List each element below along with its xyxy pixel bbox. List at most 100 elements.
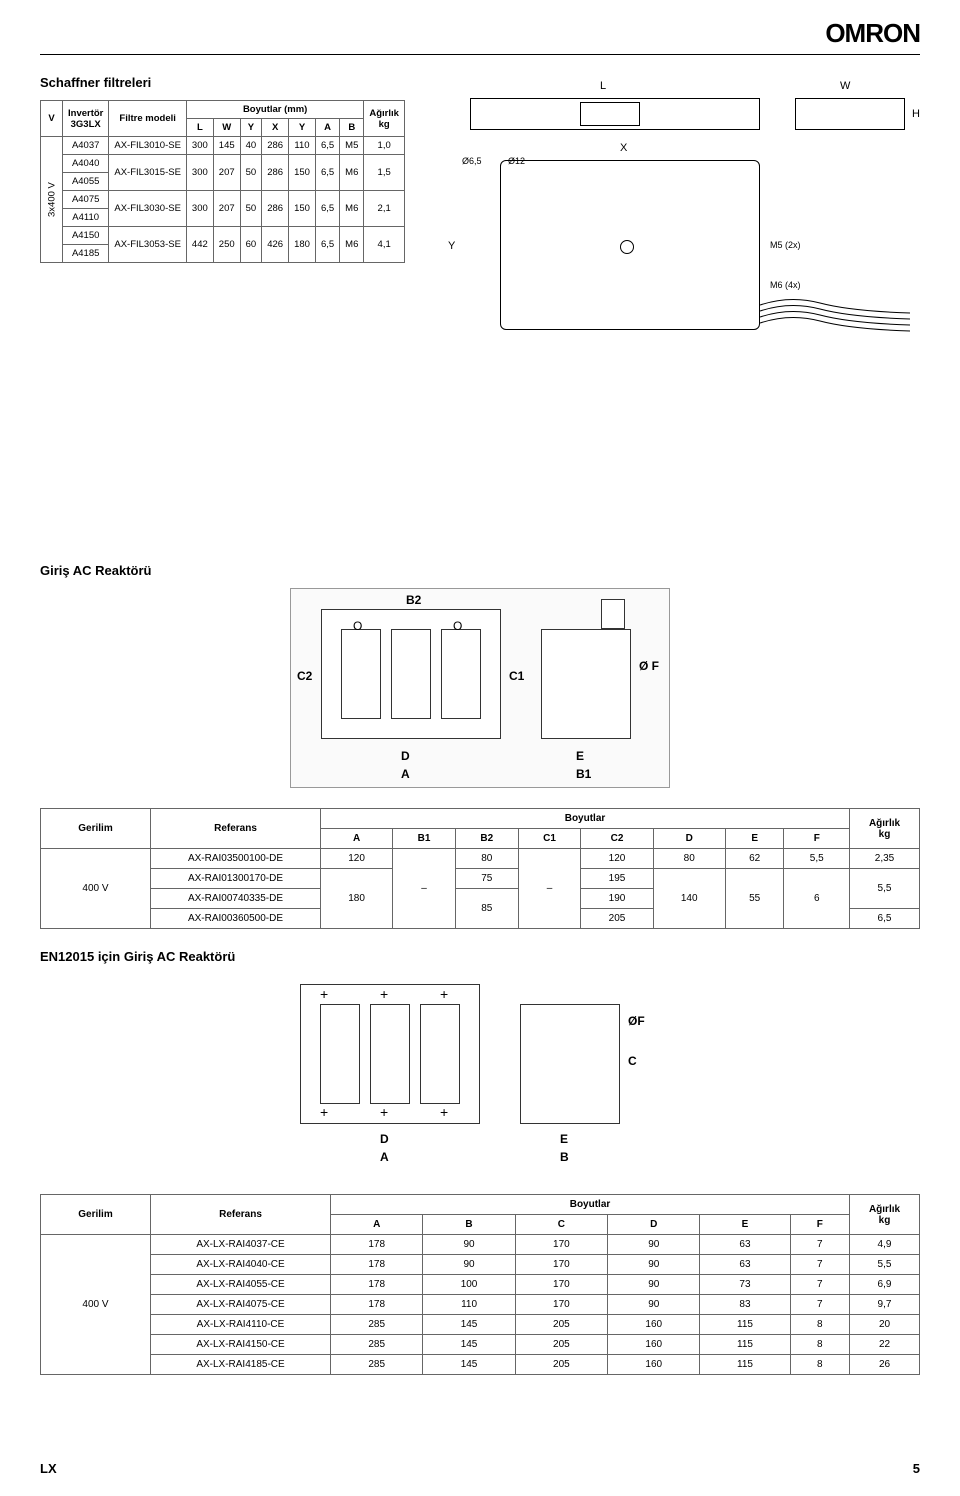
cell: 6,5 [315, 227, 339, 263]
cell: 180 [289, 227, 316, 263]
cell: M6 [340, 191, 364, 227]
th-agirlik2: Ağırlık kg [850, 809, 920, 849]
th: E [725, 829, 784, 849]
th-agirlik: Ağırlık kg [364, 101, 405, 137]
cell: 7 [790, 1235, 849, 1255]
th-agirlik3: Ağırlık kg [850, 1195, 920, 1235]
volt-label2: 400 V [41, 849, 151, 929]
th-Y1: Y [240, 119, 262, 137]
cell: 9,7 [850, 1295, 920, 1315]
cell: AX-LX-RAI4110-CE [151, 1315, 331, 1335]
cell: 145 [213, 137, 240, 155]
th-X: X [262, 119, 289, 137]
cell: 207 [213, 191, 240, 227]
cell: 5,5 [850, 1255, 920, 1275]
cell: 286 [262, 137, 289, 155]
cell: 170 [515, 1295, 607, 1315]
table-row: 400 VAX-LX-RAI4037-CE17890170906374,9 [41, 1235, 920, 1255]
cell: AX-RAI03500100-DE [151, 849, 321, 869]
cell: 180 [321, 869, 393, 929]
cell: AX-LX-RAI4185-CE [151, 1355, 331, 1375]
cell: 8 [790, 1315, 849, 1335]
cell: A4075 [63, 191, 109, 209]
cell: AX-RAI00740335-DE [151, 889, 321, 909]
cell: 100 [423, 1275, 515, 1295]
cell: 90 [608, 1255, 700, 1275]
th-referans: Referans [151, 809, 321, 849]
cell: 7 [790, 1255, 849, 1275]
table-row: AX-RAI01300170-DE 180 75 195 140 55 6 5,… [41, 869, 920, 889]
cell: 1,5 [364, 155, 405, 191]
cell: 4,1 [364, 227, 405, 263]
cell: AX-FIL3030-SE [109, 191, 187, 227]
cell: 90 [608, 1235, 700, 1255]
cell: 150 [289, 191, 316, 227]
cell: 160 [608, 1315, 700, 1335]
brand-logo: OMRON [825, 18, 920, 49]
cell: AX-LX-RAI4040-CE [151, 1255, 331, 1275]
dia2-B2: B2 [406, 593, 421, 607]
cell: 178 [331, 1255, 423, 1275]
cell: 115 [700, 1355, 790, 1375]
cell: 442 [186, 227, 213, 263]
th: D [608, 1215, 700, 1235]
th-gerilim3: Gerilim [41, 1195, 151, 1235]
cell: 7 [790, 1275, 849, 1295]
footer-right: 5 [913, 1461, 920, 1476]
cell: 63 [700, 1235, 790, 1255]
cell: 285 [331, 1315, 423, 1335]
dia-H: H [912, 108, 920, 120]
th: C [515, 1215, 607, 1235]
th-A: A [315, 119, 339, 137]
cell: 205 [581, 909, 653, 929]
cell: 75 [455, 869, 518, 889]
table-schaffner: V Invertör 3G3LX Filtre modeli Boyutlar … [40, 100, 405, 263]
dia3-D: D [380, 1132, 389, 1146]
cell: 90 [608, 1275, 700, 1295]
th-filtre: Filtre modeli [109, 101, 187, 137]
table-row: A4040 AX-FIL3015-SE 300 207 50 286 150 6… [41, 155, 405, 173]
cell: A4150 [63, 227, 109, 245]
dia-Y: Y [448, 240, 455, 252]
cell: 90 [608, 1295, 700, 1315]
cell: 55 [725, 869, 784, 929]
th: A [331, 1215, 423, 1235]
th-W: W [213, 119, 240, 137]
cell: 205 [515, 1335, 607, 1355]
th: F [784, 829, 850, 849]
table-reactor1: Gerilim Referans Boyutlar Ağırlık kg A B… [40, 808, 920, 929]
cell: 110 [289, 137, 316, 155]
cell: AX-LX-RAI4037-CE [151, 1235, 331, 1255]
cell: 190 [581, 889, 653, 909]
section2-title: Giriş AC Reaktörü [40, 563, 920, 578]
dia-W: W [840, 80, 850, 92]
cell: M5 [340, 137, 364, 155]
dia-L: L [600, 80, 606, 92]
cell: 120 [321, 849, 393, 869]
cell: 300 [186, 155, 213, 191]
cell: 145 [423, 1335, 515, 1355]
cell: 6,5 [315, 137, 339, 155]
cell: 90 [423, 1255, 515, 1275]
cell: 90 [423, 1235, 515, 1255]
cell: 285 [331, 1355, 423, 1375]
cell: 170 [515, 1275, 607, 1295]
dia-phi65: Ø6,5 [462, 156, 482, 166]
cell: 426 [262, 227, 289, 263]
cell: 160 [608, 1355, 700, 1375]
th: F [790, 1215, 849, 1235]
cell: 2,35 [850, 849, 920, 869]
th: E [700, 1215, 790, 1235]
table-row: 3x400 V A4037 AX-FIL3010-SE 300 145 40 2… [41, 137, 405, 155]
cell: 83 [700, 1295, 790, 1315]
cell: 50 [240, 191, 262, 227]
cell: 6,5 [315, 191, 339, 227]
cell: 140 [653, 869, 725, 929]
cell: 178 [331, 1275, 423, 1295]
cell: 80 [653, 849, 725, 869]
th: D [653, 829, 725, 849]
page-footer: LX 5 [40, 1461, 920, 1476]
cell: 145 [423, 1355, 515, 1375]
cell: A4185 [63, 245, 109, 263]
th-boyutlar: Boyutlar (mm) [186, 101, 363, 119]
